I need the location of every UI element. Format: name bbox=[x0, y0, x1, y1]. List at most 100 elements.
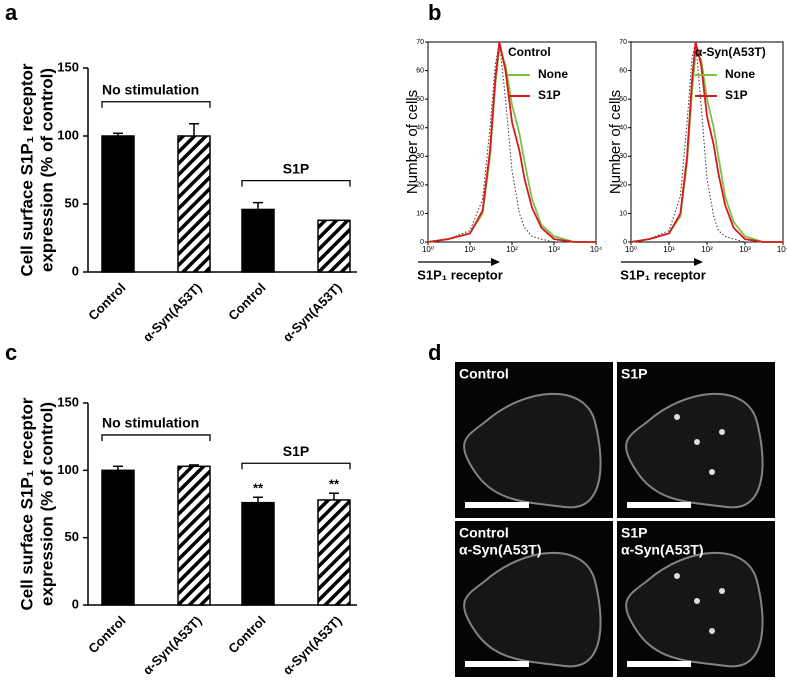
error-bar bbox=[253, 201, 263, 210]
x-tick-label: α-Syn(A53T) bbox=[280, 280, 345, 345]
x-tick-label: Control bbox=[225, 613, 268, 656]
x-tick-label: 10⁴ bbox=[777, 245, 787, 254]
bar bbox=[241, 208, 275, 273]
x-tick-label: 10³ bbox=[548, 245, 560, 254]
vesicle bbox=[674, 414, 680, 420]
histogram-line bbox=[427, 41, 596, 243]
bracket bbox=[241, 462, 351, 470]
legend-title: Control bbox=[508, 45, 551, 59]
y-tick-label: 150 bbox=[57, 59, 79, 74]
vesicle bbox=[719, 429, 725, 435]
image-label: α-Syn(A53T) bbox=[459, 542, 542, 558]
significance: ** bbox=[329, 477, 340, 492]
x-tick-label: Control bbox=[85, 280, 128, 323]
bracket bbox=[241, 179, 351, 187]
histogram-line bbox=[427, 41, 596, 243]
arrow-head bbox=[491, 258, 500, 266]
x-tick-label: α-Syn(A53T) bbox=[140, 613, 205, 678]
y-tick-label: 10 bbox=[619, 210, 627, 217]
y-axis-label: Cell surface S1P₁ receptor bbox=[17, 63, 36, 276]
error-bar bbox=[113, 465, 123, 471]
group-label: No stimulation bbox=[102, 81, 199, 97]
bar bbox=[177, 465, 211, 606]
bar bbox=[241, 501, 275, 606]
y-tick-label: 30 bbox=[416, 153, 424, 160]
scale-bar bbox=[465, 661, 529, 667]
image-label: α-Syn(A53T) bbox=[621, 542, 704, 558]
y-axis-label: expression (% of control) bbox=[37, 68, 56, 272]
x-tick-label: 10⁰ bbox=[625, 245, 637, 254]
y-tick-label: 50 bbox=[619, 96, 627, 103]
error-bar bbox=[253, 496, 263, 503]
y-axis-label: Number of cells bbox=[404, 90, 421, 194]
vesicle bbox=[694, 439, 700, 445]
error-bar bbox=[329, 492, 339, 500]
scale-bar bbox=[627, 661, 691, 667]
y-tick-label: 10 bbox=[416, 210, 424, 217]
bar bbox=[177, 135, 211, 273]
legend-label: S1P bbox=[725, 88, 748, 102]
scale-bar bbox=[627, 502, 691, 508]
y-tick-label: 70 bbox=[416, 39, 424, 46]
bar bbox=[101, 135, 135, 273]
y-tick-label: 20 bbox=[619, 182, 627, 189]
y-tick-label: 0 bbox=[72, 596, 79, 611]
y-tick-label: 60 bbox=[416, 67, 424, 74]
image-label: Control bbox=[459, 366, 509, 382]
panel-label: c bbox=[5, 340, 17, 365]
bracket bbox=[101, 101, 211, 108]
x-tick-label: Control bbox=[225, 280, 268, 323]
vesicle bbox=[694, 598, 700, 604]
y-tick-label: 40 bbox=[619, 125, 627, 132]
legend-label: None bbox=[725, 67, 755, 81]
bar bbox=[317, 219, 351, 273]
image-label: S1P bbox=[621, 366, 647, 382]
histogram-line bbox=[630, 41, 783, 243]
image-label: Control bbox=[459, 525, 509, 541]
error-bar bbox=[189, 464, 199, 467]
y-tick-label: 70 bbox=[619, 39, 627, 46]
group-label: S1P bbox=[283, 443, 309, 459]
panel-label: d bbox=[428, 340, 441, 365]
x-axis-label: S1P₁ receptor bbox=[620, 267, 706, 282]
x-tick-label: 10⁰ bbox=[422, 245, 434, 254]
cell-outline bbox=[463, 392, 602, 509]
x-tick-label: α-Syn(A53T) bbox=[140, 280, 205, 345]
histogram-line bbox=[630, 51, 783, 243]
bar bbox=[317, 499, 351, 606]
y-axis-label: expression (% of control) bbox=[37, 402, 56, 606]
x-tick-label: 10² bbox=[506, 245, 518, 254]
error-bar bbox=[113, 132, 123, 136]
y-tick-label: 50 bbox=[65, 195, 79, 210]
x-tick-label: Control bbox=[85, 613, 128, 656]
x-tick-label: 10³ bbox=[739, 245, 751, 254]
y-tick-label: 50 bbox=[416, 96, 424, 103]
x-axis-label: S1P₁ receptor bbox=[417, 267, 503, 282]
y-tick-label: 100 bbox=[57, 462, 79, 477]
cell-outline bbox=[463, 551, 602, 668]
vesicle bbox=[674, 573, 680, 579]
y-tick-label: 30 bbox=[619, 153, 627, 160]
plot-frame bbox=[427, 41, 597, 243]
legend-title: α-Syn(A53T) bbox=[695, 45, 766, 59]
y-tick-label: 150 bbox=[57, 394, 79, 409]
histogram-line bbox=[427, 47, 596, 243]
cell-outline bbox=[625, 551, 764, 668]
y-tick-label: 100 bbox=[57, 127, 79, 142]
y-tick-label: 50 bbox=[65, 529, 79, 544]
group-label: No stimulation bbox=[102, 415, 199, 431]
y-tick-label: 40 bbox=[416, 125, 424, 132]
y-tick-label: 0 bbox=[72, 263, 79, 278]
group-label: S1P bbox=[283, 160, 309, 176]
scale-bar bbox=[465, 502, 529, 508]
error-bar bbox=[189, 123, 199, 136]
arrow-head bbox=[694, 258, 703, 266]
x-tick-label: 10² bbox=[701, 245, 713, 254]
legend-label: S1P bbox=[538, 88, 561, 102]
significance: ** bbox=[253, 481, 264, 496]
bar bbox=[101, 469, 135, 606]
plot-frame bbox=[630, 41, 784, 243]
x-tick-label: 10⁴ bbox=[590, 245, 603, 254]
bracket bbox=[101, 434, 211, 441]
